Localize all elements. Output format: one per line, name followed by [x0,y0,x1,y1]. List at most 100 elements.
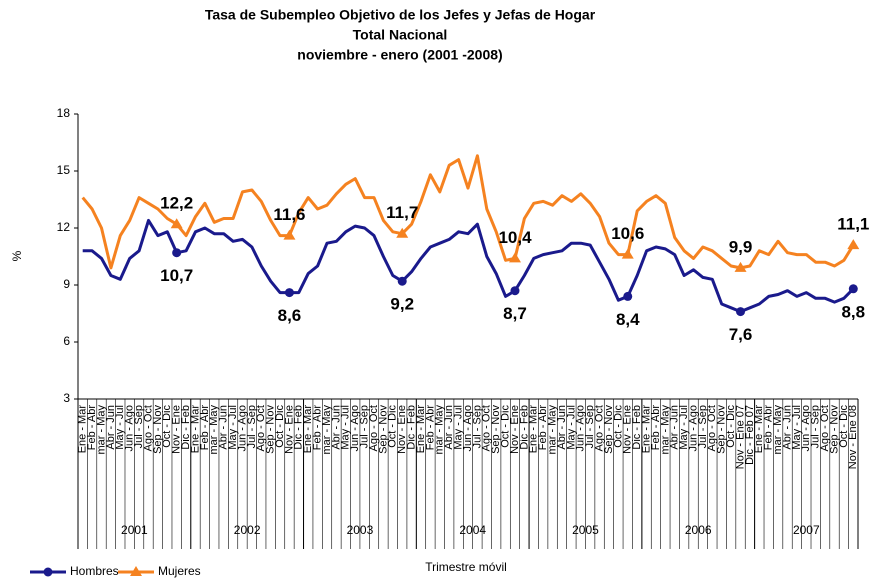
x-tick-label: Jul - Sep [471,405,483,448]
x-tick-label: Sep - Nov [603,405,615,454]
x-tick-label: Dic - Feb [631,405,643,450]
x-tick-label: Ago - Oct [593,405,605,451]
x-tick-label: May - Jul [340,405,352,450]
x-tick-label: Ago - Oct [481,405,493,451]
x-tick-label: Feb - Abr [424,405,436,451]
x-tick-label: May - Jul [678,405,690,450]
marker [396,227,409,238]
x-tick-label: mar - May [95,405,107,455]
x-tick-label: Abr - Jun [556,405,568,450]
marker [510,286,520,296]
x-tick-label: Dic - Feb [180,405,192,450]
x-tick-label: mar - May [321,405,333,455]
value-label: 9,9 [729,237,753,256]
x-tick-label: Jul - Sep [359,405,371,448]
x-tick-label: Feb - Abr [763,405,775,451]
line [81,154,855,270]
x-tick-label: Oct - Dic [612,405,624,448]
x-tick-label: Dic - Feb [293,405,305,450]
x-tick-label: May - Jul [114,405,126,450]
chart-subtitle: Total Nacional [353,27,448,43]
x-tick-label: Ene - Mar [753,405,765,454]
x-tick-label: Jun - Ago [462,405,474,451]
x-tick-label: mar - May [772,405,784,455]
x-tick-label: Dic - Feb [406,405,418,450]
x-tick-label: Sep - Nov [490,405,502,454]
marker [736,307,746,317]
x-tick-label: Feb - Abr [312,405,324,451]
x-tick-label: mar - May [208,405,220,455]
y-axis-label: % [10,250,24,261]
x-tick-label: Jul - Sep [697,405,709,448]
x-tick-label: May - Jul [453,405,465,450]
value-label: 8,4 [616,310,640,329]
x-axis-label: Trimestre móvil [425,560,507,574]
x-tick-label: Oct - Dic [499,405,511,448]
x-tick-label: Jul - Sep [810,405,822,448]
year-label: 2005 [572,523,599,537]
x-tick-label: Jun - Ago [124,405,136,451]
x-tick-label: Nov - Ene 08 [847,405,859,469]
x-tick-label: May - Jul [565,405,577,450]
y-tick-label: 18 [57,106,71,120]
marker [734,261,747,272]
x-tick-label: Nov - Ene [509,405,521,454]
x-tick-label: Jul - Sep [584,405,596,448]
value-label: 11,1 [837,215,869,234]
value-label: 7,6 [729,325,753,344]
marker [130,566,142,576]
y-tick-label: 9 [63,277,70,291]
x-tick-label: Oct - Dic [387,405,399,448]
x-tick-label: Jul - Sep [246,405,258,448]
marker [172,248,182,258]
y-tick-label: 3 [63,391,70,405]
year-label: 2006 [685,523,712,537]
x-tick-label: Ene - Mar [640,405,652,454]
legend-label: Mujeres [158,564,201,578]
x-tick-label: Jun - Ago [349,405,361,451]
marker [170,218,183,229]
chart-title: Tasa de Subempleo Objetivo de los Jefes … [205,7,596,23]
value-label: 8,7 [503,304,527,323]
value-label: 8,8 [841,302,865,321]
marker [283,229,296,240]
x-tick-label: Ago - Oct [368,405,380,451]
value-label: 11,7 [386,203,418,222]
value-label: 11,6 [273,205,305,224]
x-tick-label: Nov - Ene [396,405,408,454]
x-tick-label: Oct - Dic [161,405,173,448]
x-tick-label: Sep - Nov [265,405,277,454]
x-tick-label: Sep - Nov [377,405,389,454]
value-label: 10,6 [611,224,644,243]
x-tick-label: Dic - Feb [518,405,530,450]
x-tick-label: Abr - Jun [669,405,681,450]
y-tick-label: 6 [63,334,70,348]
x-tick-label: Feb - Abr [650,405,662,451]
marker [621,248,634,259]
marker [508,252,521,263]
x-tick-label: Sep - Nov [716,405,728,454]
year-label: 2002 [234,523,261,537]
x-tick-label: Ago - Oct [255,405,267,451]
marker [623,291,633,301]
x-tick-label: Sep - Nov [152,405,164,454]
x-tick-label: mar - May [434,405,446,455]
y-tick-label: 12 [57,220,71,234]
x-tick-label: mar - May [546,405,558,455]
y-tick-label: 15 [57,163,71,177]
x-tick-label: Feb - Abr [537,405,549,451]
legend-label: Hombres [70,564,119,578]
x-tick-label: Nov - Ene [171,405,183,454]
value-label: 10,4 [498,228,532,247]
x-tick-label: Jun - Ago [236,405,248,451]
x-tick-label: Ago - Oct [819,405,831,451]
line [82,218,855,314]
x-tick-label: Oct - Dic [725,405,737,448]
x-tick-label: Sep - Nov [828,405,840,454]
x-tick-label: Abr - Jun [781,405,793,450]
x-tick-label: Jun - Ago [800,405,812,451]
value-label: 10,7 [160,266,193,285]
x-tick-label: Oct - Dic [838,405,850,448]
